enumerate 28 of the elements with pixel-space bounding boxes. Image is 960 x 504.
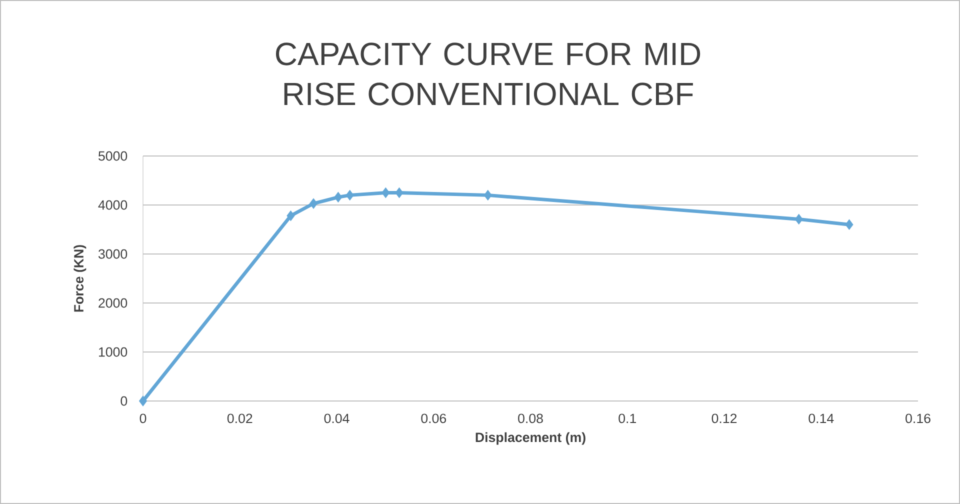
point (382, 187, 390, 198)
y-tick-label: 5000 (98, 151, 128, 161)
y-tick-label: 1000 (98, 347, 128, 357)
y-axis-title: Force (KN) (74, 245, 86, 312)
point (395, 187, 404, 198)
y-tick-label: 3000 (98, 249, 128, 259)
y-tick-label: 4000 (98, 200, 128, 210)
point (138, 396, 148, 406)
x-axis-title: Displacement (m) (476, 432, 586, 445)
x-tick-label: 0.08 (518, 414, 543, 424)
point (286, 210, 295, 222)
y-tick-label: 2000 (98, 298, 128, 308)
x-tick-label: 0.16 (906, 414, 930, 424)
x-tick-label: 0.04 (324, 414, 350, 424)
x-tick-label: 0.02 (227, 414, 252, 424)
y-tick-label: 0 (120, 396, 128, 406)
x-tick-label: 0.06 (421, 414, 446, 424)
point (845, 219, 854, 230)
point (309, 198, 318, 209)
point (484, 190, 492, 201)
chart-title: CAPACITY CURVE FOR MID RISE CONVENTIONAL CBF (276, 42, 700, 106)
point (794, 214, 803, 225)
point (346, 190, 354, 201)
point (334, 192, 342, 203)
x-tick-label: 0.1 (618, 414, 636, 424)
x-tick-label: 0.12 (712, 414, 737, 424)
x-tick-label: 0 (140, 414, 146, 424)
x-tick-label: 0.14 (808, 414, 834, 424)
